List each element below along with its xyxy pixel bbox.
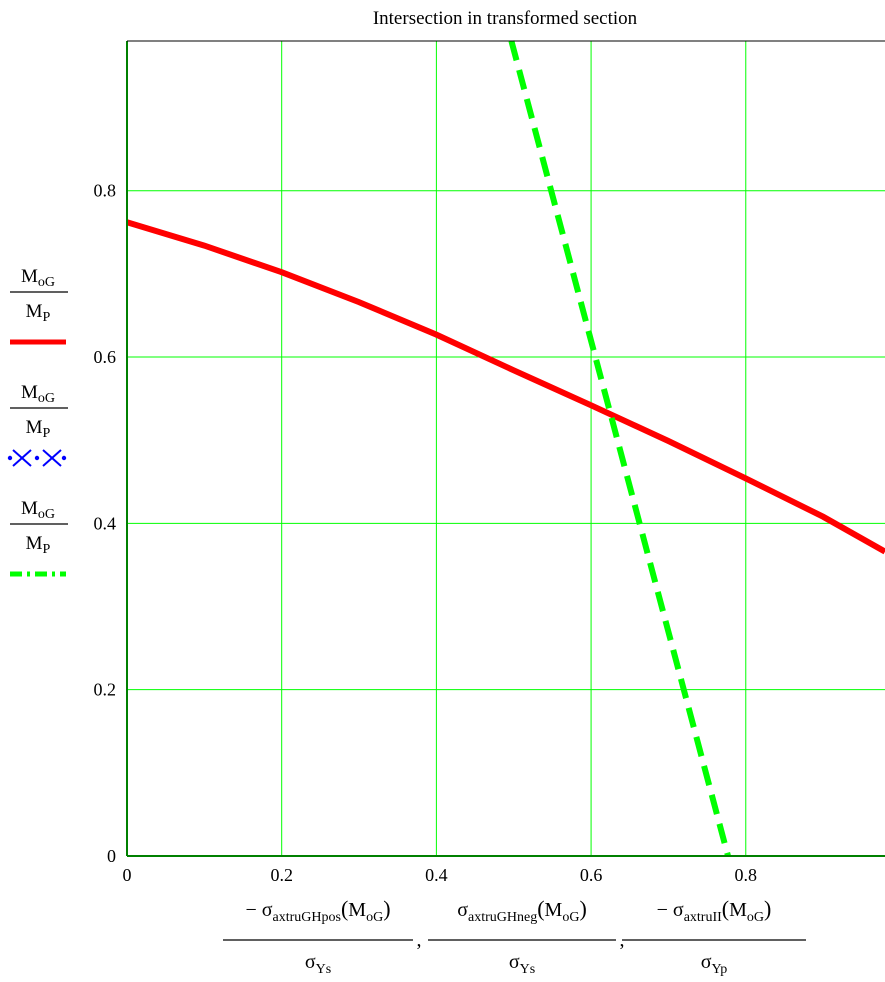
x-label-fraction-0: − σaxtruGHpos(MoG) σYs bbox=[223, 896, 413, 977]
legend-denominator: MP bbox=[26, 417, 51, 441]
x-label-fraction-2: − σaxtruII(MoG) σYp bbox=[622, 896, 806, 977]
legend-sample-markers bbox=[7, 449, 67, 467]
y-tick-label: 0.4 bbox=[94, 513, 117, 533]
legend-entry-2: MoG MP bbox=[10, 498, 68, 577]
x-tick-label: 0 bbox=[123, 865, 132, 885]
plot-area bbox=[127, 41, 885, 856]
series-line-0 bbox=[126, 219, 885, 555]
x-label-fraction-1: σaxtruGHneg(MoG) σYs bbox=[428, 896, 616, 977]
legend: MoG MP MoG MP MoG MP bbox=[7, 266, 68, 577]
y-tick-labels: 0 0.2 0.4 0.6 0.8 bbox=[94, 181, 117, 866]
y-tick-label: 0.6 bbox=[94, 347, 117, 367]
y-tick-label: 0.8 bbox=[94, 181, 117, 201]
x-tick-labels: 0 0.2 0.4 0.6 0.8 bbox=[123, 865, 758, 885]
axes bbox=[126, 40, 885, 857]
legend-numerator: MoG bbox=[21, 382, 55, 406]
x-label-numerator: − σaxtruGHpos(MoG) bbox=[245, 896, 390, 925]
x-tick-label: 0.8 bbox=[735, 865, 758, 885]
x-label-denominator: σYp bbox=[701, 951, 728, 977]
series-line-2 bbox=[508, 40, 731, 857]
legend-entry-0: MoG MP bbox=[10, 266, 68, 345]
series-layer bbox=[126, 40, 885, 857]
legend-numerator: MoG bbox=[21, 266, 55, 290]
y-tick-label: 0 bbox=[107, 846, 116, 866]
legend-denominator: MP bbox=[26, 301, 51, 325]
grid bbox=[127, 41, 885, 856]
legend-denominator: MP bbox=[26, 533, 51, 557]
x-label-denominator: σYs bbox=[509, 951, 535, 977]
y-tick-label: 0.2 bbox=[94, 680, 117, 700]
x-label-denominator: σYs bbox=[305, 951, 331, 977]
x-tick-label: 0.2 bbox=[270, 865, 293, 885]
x-tick-label: 0.4 bbox=[425, 865, 448, 885]
x-label-comma: , bbox=[417, 929, 422, 951]
x-axis-label: − σaxtruGHpos(MoG) σYs, σaxtruGHneg(MoG) σY… bbox=[223, 896, 806, 977]
legend-numerator: MoG bbox=[21, 498, 55, 522]
x-tick-label: 0.6 bbox=[580, 865, 603, 885]
legend-entry-1: MoG MP bbox=[7, 382, 68, 467]
chart-title: Intersection in transformed section bbox=[373, 8, 638, 29]
x-label-numerator: − σaxtruII(MoG) bbox=[657, 896, 772, 925]
x-label-numerator: σaxtruGHneg(MoG) bbox=[457, 896, 587, 925]
